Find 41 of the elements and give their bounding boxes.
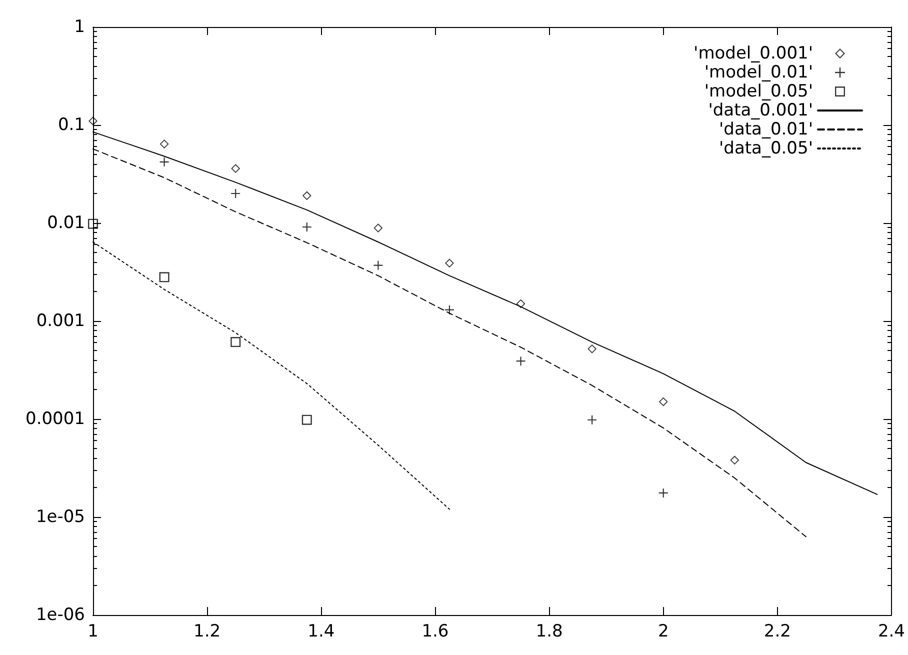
x-tick-label: 2.4	[878, 622, 906, 642]
point	[231, 189, 240, 198]
legend-label: 'data_0.001'	[708, 100, 813, 120]
point	[658, 397, 668, 406]
y-tick-label: 0.01	[47, 213, 85, 233]
point	[658, 488, 668, 498]
legend-label: 'data_0.01'	[719, 120, 813, 140]
point	[160, 139, 169, 148]
point	[160, 157, 169, 166]
y-tick-label: 0.001	[36, 311, 85, 331]
x-tick-label: 1.6	[422, 622, 449, 642]
legend-label: 'model_0.001'	[694, 44, 813, 64]
legend-label: 'data_0.05'	[719, 138, 813, 158]
point	[730, 456, 740, 465]
point	[588, 344, 597, 354]
point	[374, 260, 383, 270]
x-tick-label: 2	[658, 622, 669, 642]
point	[302, 414, 312, 425]
y-tick-label: 1	[74, 17, 85, 37]
point	[88, 218, 98, 229]
x-tick-label: 1.2	[194, 622, 221, 642]
point	[444, 258, 454, 268]
point	[88, 116, 98, 126]
y-tick-label: 1e-05	[36, 507, 85, 527]
point	[374, 223, 383, 232]
x-tick-label: 1.4	[308, 622, 335, 642]
point	[302, 222, 312, 232]
x-tick-label: 1.8	[536, 622, 563, 642]
point	[588, 415, 597, 424]
point	[159, 272, 170, 282]
point	[516, 356, 526, 366]
y-tick-label: 1e-06	[36, 605, 85, 625]
y-tick-label: 0.0001	[26, 409, 85, 429]
x-tick-label: 1	[88, 622, 98, 642]
legend-label: 'model_0.05'	[704, 82, 813, 102]
x-tick-label: 2.2	[764, 622, 791, 642]
point	[230, 337, 241, 348]
point	[302, 191, 312, 200]
legend-label: 'model_0.01'	[704, 62, 813, 82]
point	[231, 164, 240, 173]
y-tick-label: 0.1	[58, 115, 85, 135]
